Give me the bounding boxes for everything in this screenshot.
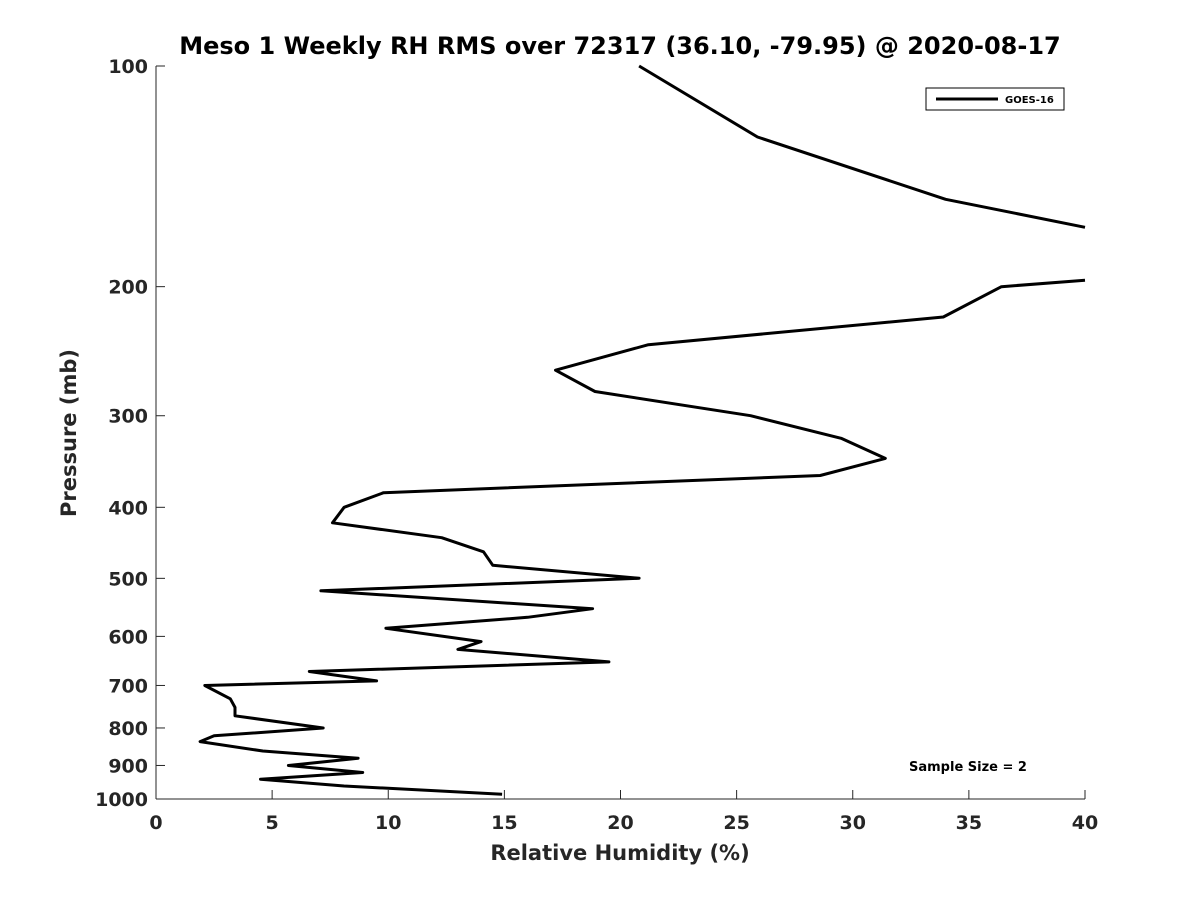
y-tick-label: 200: [108, 277, 148, 299]
chart-title: Meso 1 Weekly RH RMS over 72317 (36.10, …: [179, 32, 1061, 60]
y-tick-label: 700: [108, 675, 148, 697]
x-tick-label: 0: [149, 812, 162, 834]
legend: GOES-16: [925, 87, 1065, 111]
y-tick-label: 900: [108, 755, 148, 777]
legend-label-goes-16: GOES-16: [1005, 95, 1054, 106]
y-tick-label: 100: [108, 56, 148, 78]
x-tick-label: 20: [607, 812, 633, 834]
x-tick-label: 25: [723, 812, 749, 834]
series-line-goes-16-lower: [198, 278, 1086, 796]
x-tick-label: 35: [956, 812, 982, 834]
x-axis-label: Relative Humidity (%): [490, 841, 749, 865]
series-line-goes-16-upper: [638, 64, 1086, 229]
y-tick-label: 600: [108, 626, 148, 648]
x-tick-label: 15: [491, 812, 517, 834]
y-tick-label: 400: [108, 497, 148, 519]
y-tick-label: 300: [108, 406, 148, 428]
y-axis-label: Pressure (mb): [57, 349, 81, 517]
series-layer: [198, 64, 1086, 796]
sample-size-annotation: Sample Size = 2: [909, 760, 1027, 775]
y-tick-label: 800: [108, 718, 148, 740]
y-tick-label: 1000: [95, 789, 148, 811]
x-tick-label: 10: [375, 812, 401, 834]
plot-axes: 0 5 10 15 20 25 30 35 40 100 200 300 400 500 600 700 800…: [95, 56, 1098, 834]
y-tick-label: 500: [108, 568, 148, 590]
x-tick-label: 5: [266, 812, 279, 834]
x-tick-label: 40: [1072, 812, 1098, 834]
x-tick-label: 30: [840, 812, 866, 834]
